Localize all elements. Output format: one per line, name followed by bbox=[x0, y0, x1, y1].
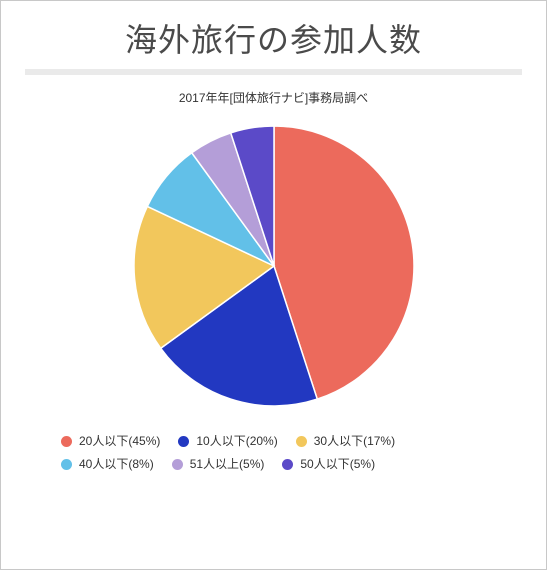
legend-swatch bbox=[61, 436, 72, 447]
pie-chart-wrap bbox=[1, 116, 546, 416]
legend-item: 40人以下(8%) bbox=[61, 453, 154, 476]
legend-label: 10人以下(20%) bbox=[196, 430, 277, 453]
legend-swatch bbox=[296, 436, 307, 447]
legend-swatch bbox=[172, 459, 183, 470]
legend-row-0: 20人以下(45%) 10人以下(20%) 30人以下(17%) bbox=[61, 430, 486, 453]
pie-chart bbox=[1, 116, 546, 416]
chart-subtitle: 2017年年[団体旅行ナビ]事務局調べ bbox=[1, 89, 546, 106]
legend-swatch bbox=[178, 436, 189, 447]
chart-title: 海外旅行の参加人数 bbox=[1, 15, 546, 61]
legend: 20人以下(45%) 10人以下(20%) 30人以下(17%) 40人以下(8%) 5… bbox=[61, 430, 486, 476]
legend-item: 51人以上(5%) bbox=[172, 453, 265, 476]
legend-row-1: 40人以下(8%) 51人以上(5%) 50人以下(5%) bbox=[61, 453, 486, 476]
legend-item: 10人以下(20%) bbox=[178, 430, 277, 453]
figure-container: 海外旅行の参加人数 2017年年[団体旅行ナビ]事務局調べ 20人以下(45%)… bbox=[0, 0, 547, 570]
legend-label: 20人以下(45%) bbox=[79, 430, 160, 453]
legend-label: 50人以下(5%) bbox=[300, 453, 375, 476]
legend-item: 20人以下(45%) bbox=[61, 430, 160, 453]
legend-label: 40人以下(8%) bbox=[79, 453, 154, 476]
legend-item: 30人以下(17%) bbox=[296, 430, 395, 453]
title-rule bbox=[25, 69, 522, 75]
legend-swatch bbox=[61, 459, 72, 470]
legend-label: 51人以上(5%) bbox=[190, 453, 265, 476]
legend-item: 50人以下(5%) bbox=[282, 453, 375, 476]
legend-label: 30人以下(17%) bbox=[314, 430, 395, 453]
legend-swatch bbox=[282, 459, 293, 470]
